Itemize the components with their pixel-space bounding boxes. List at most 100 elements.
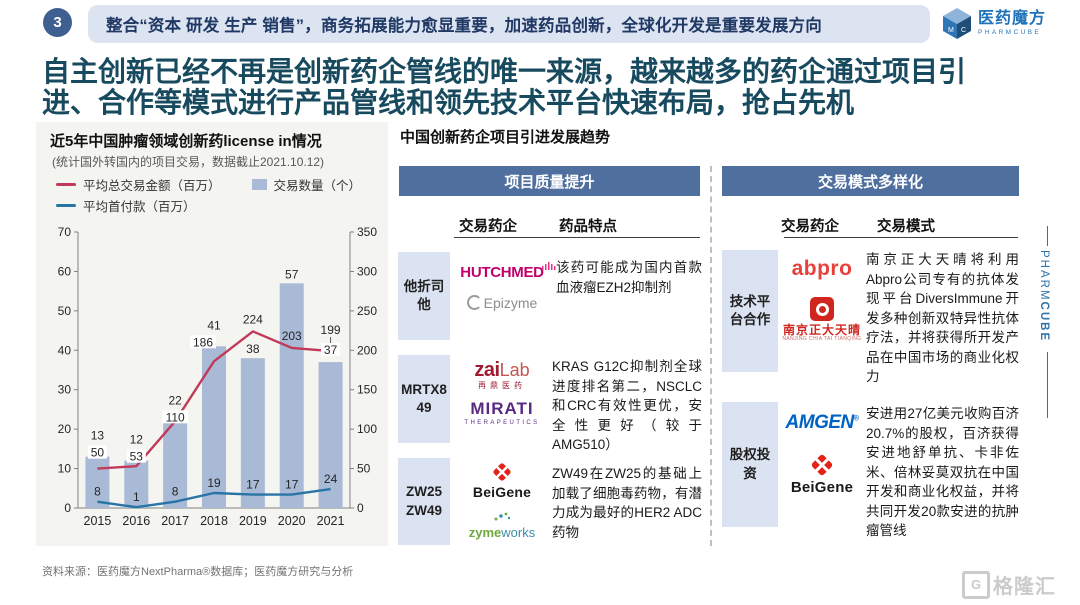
svg-text:2019: 2019 — [239, 514, 267, 528]
row-label-zw25-zw49: ZW25 ZW49 — [398, 458, 450, 545]
legend-label-deal-count: 交易数量（个） — [273, 179, 362, 193]
svg-text:186: 186 — [193, 335, 213, 349]
beigene-logo-text-2: BeiGene — [790, 479, 854, 496]
svg-text:0: 0 — [64, 501, 71, 515]
gelonghui-watermark: G 格隆汇 — [962, 570, 1056, 599]
mirati-logo-subtext: THERAPEUTICS — [464, 420, 540, 426]
svg-text:12: 12 — [130, 433, 144, 447]
svg-text:8: 8 — [94, 485, 101, 499]
svg-text:10: 10 — [58, 462, 72, 476]
panel-divider — [710, 166, 712, 546]
epizyme-arc-icon — [466, 295, 482, 310]
panel-b-header: 交易模式多样化 — [722, 166, 1019, 196]
svg-text:37: 37 — [324, 343, 338, 357]
legend-swatch-deal-count — [251, 179, 267, 190]
svg-text:70: 70 — [58, 225, 72, 239]
combo-chart: 0102030405060700501001502002503003502015… — [58, 225, 378, 528]
side-brand-text: PHARMCUBE — [1038, 250, 1050, 342]
row1-description: 该药可能成为国内首款血液瘤EZH2抑制剂 — [556, 260, 702, 295]
hutchmed-logo-mark-icon — [541, 257, 556, 274]
zailab-logo-text: zai — [474, 359, 500, 381]
epizyme-logo: Epizyme — [466, 295, 537, 311]
side-brand-pharm: PHARM — [1038, 250, 1050, 302]
cttq-logo: 南京正大天晴 NANJING CHIA TAI TIANQING — [782, 297, 861, 342]
panel-a-header-rule — [454, 237, 700, 238]
amgen-logo: AMGEN® — [786, 412, 859, 434]
svg-text:250: 250 — [357, 304, 377, 318]
row-label-tazemetostat: 他折司他 — [398, 252, 450, 340]
svg-text:2018: 2018 — [200, 514, 228, 528]
svg-text:224: 224 — [243, 312, 263, 326]
mirati-logo: MIRATI THERAPEUTICS — [464, 400, 539, 426]
svg-text:300: 300 — [357, 264, 377, 278]
svg-text:30: 30 — [58, 383, 72, 397]
svg-text:13: 13 — [91, 429, 105, 443]
svg-text:24: 24 — [324, 472, 338, 486]
beigene-logo-text: BeiGene — [472, 484, 532, 500]
panel-a-header: 项目质量提升 — [399, 166, 700, 196]
cttq-logo-cn: 南京正大天晴 — [782, 323, 861, 337]
amgen-logo-text: AMGEN — [785, 412, 855, 433]
zymeworks-logo-text2: works — [501, 525, 536, 540]
row2-logos: zaiLab 再鼎医药 MIRATI THERAPEUTICS — [452, 360, 552, 426]
side-brand-line-bottom — [1047, 352, 1048, 418]
row3-logos: BeiGene zymeworks — [452, 461, 552, 541]
svg-text:2017: 2017 — [161, 514, 189, 528]
chart-legend: 平均总交易金额（百万） 交易数量（个） 平均首付款（百万） — [56, 174, 361, 216]
trend-section-title: 中国创新药企项目引进发展趋势 — [400, 129, 611, 146]
header-banner: 整合“资本 研发 生产 销售”，商务拓展能力愈显重要，加速药品创新，全球化开发是… — [88, 5, 930, 43]
legend-label-total-amount: 平均总交易金额（百万） — [83, 179, 221, 193]
chart-subtitle: (统计国外转国内的项目交易，数据截止2021.10.12) — [52, 155, 325, 169]
gelonghui-watermark-text: 格隆汇 — [993, 576, 1056, 598]
svg-text:19: 19 — [207, 476, 221, 490]
svg-text:41: 41 — [207, 318, 221, 332]
svg-text:C: C — [961, 27, 966, 34]
svg-text:150: 150 — [357, 383, 377, 397]
svg-text:53: 53 — [130, 450, 144, 464]
svg-text:50: 50 — [357, 462, 371, 476]
side-brand-line-top — [1047, 226, 1048, 246]
chart-title: 近5年中国肿瘤领域创新药license in情况 — [50, 133, 322, 150]
svg-text:60: 60 — [58, 264, 72, 278]
hutchmed-logo-text: HUTCHMED — [460, 264, 544, 281]
svg-text:2015: 2015 — [84, 514, 112, 528]
beigene-diamond-icon-2 — [811, 454, 833, 476]
brand-name: 医药魔方 — [978, 10, 1047, 27]
svg-text:1: 1 — [133, 490, 140, 504]
row4-logos: abpro 南京正大天晴 NANJING CHIA TAI TIANQING — [780, 257, 864, 342]
beigene-logo-2: BeiGene — [791, 452, 853, 496]
zymeworks-logo-text: zyme — [468, 525, 502, 540]
amgen-registered-mark: ® — [853, 415, 859, 423]
svg-text:100: 100 — [357, 422, 377, 436]
mirati-logo-text: MIRATI — [470, 399, 534, 418]
beigene-logo: BeiGene — [473, 461, 531, 500]
svg-text:8: 8 — [172, 485, 179, 499]
row4-description: 南京正大天晴将利用Abpro公司专有的抗体发现平台DiversImmune开发多… — [866, 252, 1019, 384]
svg-text:M: M — [948, 27, 954, 34]
row-label-mrtx849: MRTX849 — [398, 355, 450, 443]
row1-logos: HUTCHMED Epizyme — [452, 262, 556, 311]
cube-icon: M C — [943, 8, 971, 39]
svg-text:50: 50 — [91, 446, 105, 460]
legend-swatch-upfront — [56, 204, 76, 207]
cttq-logo-en: NANJING CHIA TAI TIANQING — [782, 336, 862, 342]
abpro-logo-text: abpro — [791, 257, 853, 280]
slide-headline: 自主创新已经不再是创新药企管线的唯一来源，越来越多的药企通过项目引进、合作等模式… — [42, 56, 967, 119]
svg-text:200: 200 — [357, 343, 377, 357]
beigene-diamond-icon — [493, 463, 511, 481]
svg-text:350: 350 — [357, 225, 377, 239]
zymeworks-logo: zymeworks — [469, 509, 535, 541]
gelonghui-g-icon: G — [962, 570, 990, 599]
row-label-tech-platform: 技术平台合作 — [722, 250, 778, 372]
row2-description: KRAS G12C抑制剂全球进度排名第二，NSCLC和CRC有效性更优，安全性更… — [552, 359, 702, 452]
slide-number-badge: 3 — [43, 8, 72, 37]
zailab-logo-cn: 再鼎医药 — [477, 381, 526, 390]
svg-text:22: 22 — [168, 393, 182, 407]
panel-b-col1-header: 交易药企 — [781, 219, 839, 235]
svg-text:199: 199 — [321, 323, 341, 337]
legend-label-upfront: 平均首付款（百万） — [83, 200, 196, 214]
row5-description: 安进用27亿美元收购百济20.7%的股权，百济获得安进地舒单抗、卡非佐米、倍林妥… — [866, 406, 1019, 538]
zailab-logo-text2: Lab — [499, 360, 530, 380]
zymeworks-dots-icon — [494, 512, 511, 521]
